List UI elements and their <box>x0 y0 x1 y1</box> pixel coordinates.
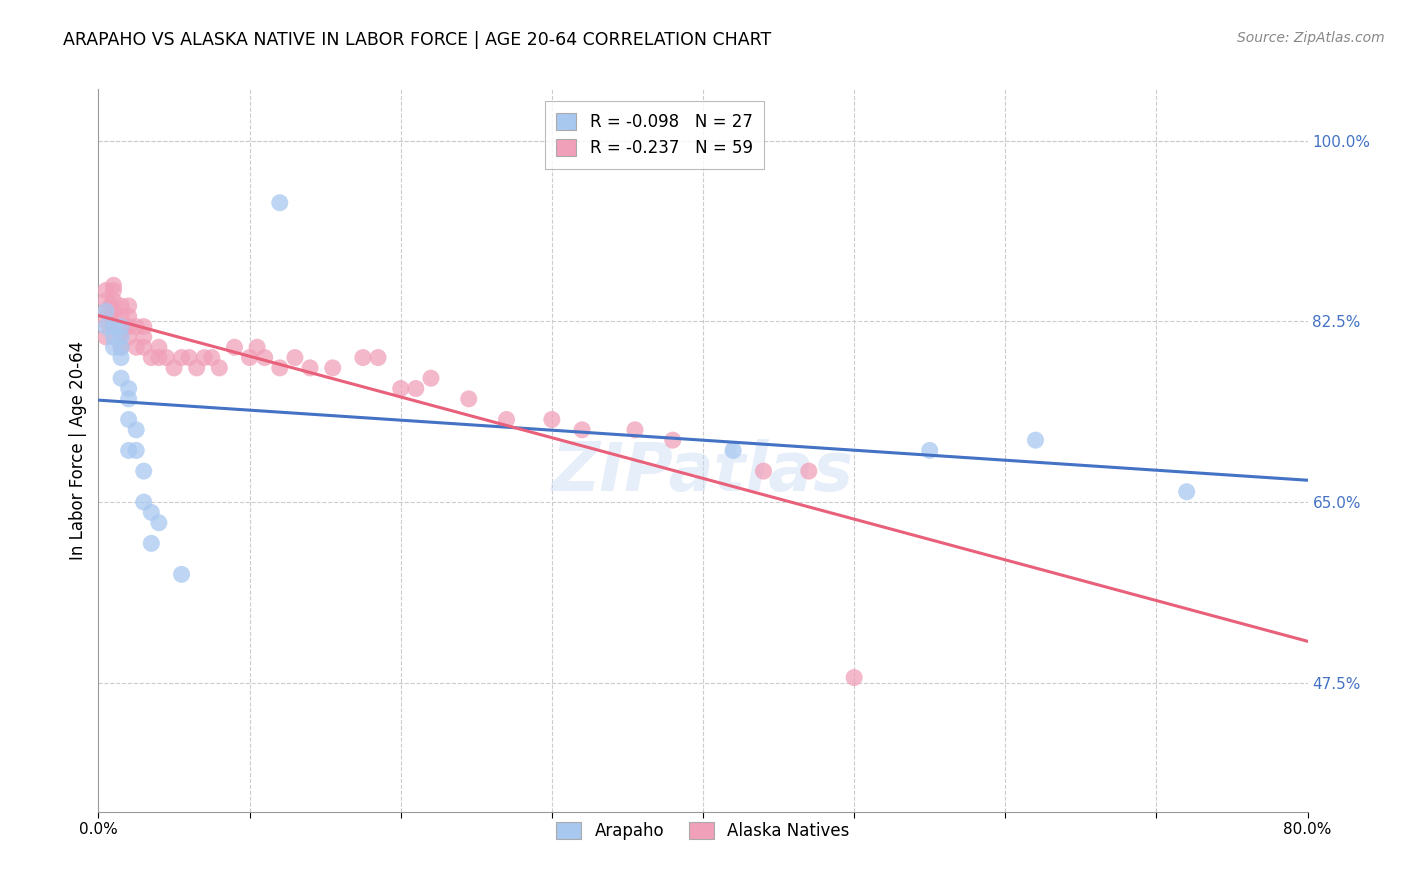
Point <box>352 351 374 365</box>
Point <box>239 351 262 365</box>
Y-axis label: In Labor Force | Age 20-64: In Labor Force | Age 20-64 <box>69 341 87 560</box>
Point <box>110 299 132 313</box>
Point <box>110 340 132 354</box>
Point <box>118 299 141 313</box>
Point <box>125 340 148 354</box>
Point <box>118 443 141 458</box>
Point <box>100 299 122 313</box>
Point <box>132 319 155 334</box>
Point <box>1024 433 1046 447</box>
Point <box>163 360 186 375</box>
Point <box>299 360 322 375</box>
Point <box>110 319 132 334</box>
Point <box>103 319 125 334</box>
Point <box>118 330 141 344</box>
Point <box>94 293 117 308</box>
Point <box>110 371 132 385</box>
Point <box>100 310 122 324</box>
Point <box>110 325 132 339</box>
Point <box>132 495 155 509</box>
Point <box>132 340 155 354</box>
Point <box>540 412 562 426</box>
Point <box>148 351 170 365</box>
Point <box>125 443 148 458</box>
Point <box>148 340 170 354</box>
Point <box>103 340 125 354</box>
Point <box>624 423 647 437</box>
Point <box>269 360 291 375</box>
Point <box>179 351 201 365</box>
Point <box>132 330 155 344</box>
Point <box>1175 484 1198 499</box>
Point <box>246 340 269 354</box>
Point <box>170 567 193 582</box>
Point <box>118 392 141 406</box>
Point <box>110 310 132 324</box>
Text: Source: ZipAtlas.com: Source: ZipAtlas.com <box>1237 31 1385 45</box>
Point <box>405 382 427 396</box>
Point <box>94 319 117 334</box>
Point <box>367 351 389 365</box>
Point <box>170 351 193 365</box>
Point <box>118 310 141 324</box>
Point <box>389 382 412 396</box>
Point <box>132 464 155 478</box>
Point <box>844 671 866 685</box>
Point <box>94 330 117 344</box>
Point <box>284 351 307 365</box>
Point <box>723 443 745 458</box>
Point <box>94 304 117 318</box>
Point <box>103 330 125 344</box>
Point <box>110 351 132 365</box>
Point <box>420 371 443 385</box>
Point <box>752 464 775 478</box>
Point <box>141 505 163 519</box>
Point <box>148 516 170 530</box>
Point <box>125 423 148 437</box>
Point <box>110 319 132 334</box>
Point <box>118 412 141 426</box>
Point <box>94 314 117 328</box>
Point <box>571 423 593 437</box>
Point <box>94 304 117 318</box>
Point <box>141 536 163 550</box>
Point <box>94 284 117 298</box>
Point <box>797 464 820 478</box>
Point <box>103 278 125 293</box>
Point <box>118 319 141 334</box>
Point <box>141 351 163 365</box>
Point <box>661 433 683 447</box>
Point <box>103 284 125 298</box>
Point <box>224 340 246 354</box>
Point <box>208 360 231 375</box>
Point <box>322 360 344 375</box>
Point <box>193 351 215 365</box>
Point <box>103 304 125 318</box>
Point <box>186 360 208 375</box>
Legend: Arapaho, Alaska Natives: Arapaho, Alaska Natives <box>550 815 856 847</box>
Point <box>253 351 276 365</box>
Point <box>201 351 224 365</box>
Point <box>457 392 479 406</box>
Point <box>155 351 177 365</box>
Point <box>918 443 941 458</box>
Point <box>118 382 141 396</box>
Text: ARAPAHO VS ALASKA NATIVE IN LABOR FORCE | AGE 20-64 CORRELATION CHART: ARAPAHO VS ALASKA NATIVE IN LABOR FORCE … <box>63 31 772 49</box>
Point <box>110 340 132 354</box>
Point <box>103 319 125 334</box>
Point <box>125 319 148 334</box>
Point <box>495 412 517 426</box>
Point <box>103 293 125 308</box>
Text: ZIPatlas: ZIPatlas <box>553 439 853 505</box>
Point <box>110 330 132 344</box>
Point <box>269 195 291 210</box>
